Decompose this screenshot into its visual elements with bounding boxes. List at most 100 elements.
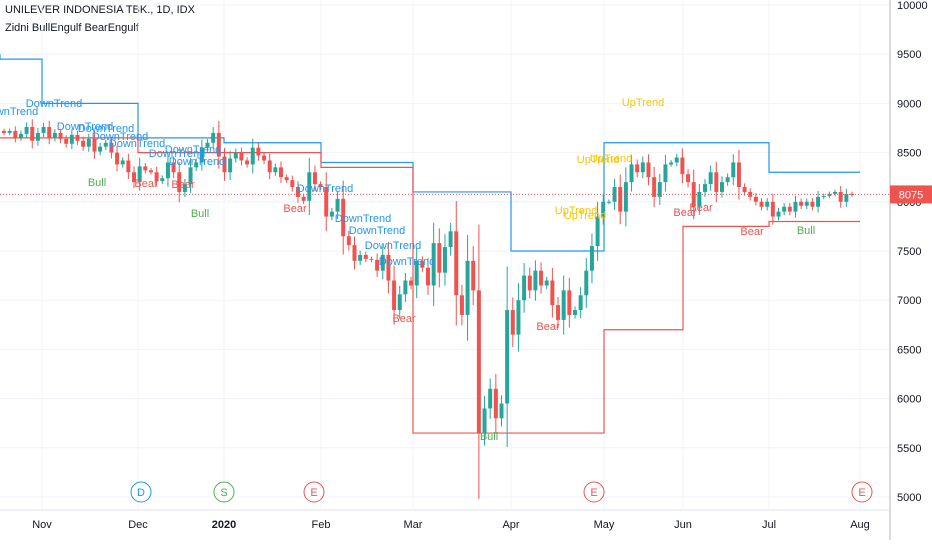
candle [239,147,244,166]
candle [132,166,137,189]
candle [409,276,414,290]
candle-body [341,198,346,237]
annotation-bear-label: Bear [134,178,158,190]
candle [216,120,221,169]
annotation-uptrend-label: UpTrend [577,154,619,166]
candle [669,160,674,167]
event-marker-circle [213,481,235,503]
candle-body [420,260,425,268]
candle-body [505,310,510,404]
candle-body [24,127,29,134]
candle-body [182,184,187,192]
y-tick-label: 9500 [897,49,921,61]
candle-body [646,162,651,178]
candle [550,267,555,318]
candle-body [171,162,176,173]
annotation-downtrend-label: DownTrend [165,144,221,156]
candle-body [816,196,821,207]
candle-body [2,130,6,133]
annotation-bear-label: Bear [689,202,713,214]
candle [290,175,295,192]
annotation-uptrend-label: UpTrend [622,97,664,109]
y-tick-label: 7000 [897,295,921,307]
candle [725,173,730,186]
candle [86,133,91,152]
x-tick-label: Nov [32,519,52,531]
candle-body [279,167,284,178]
candle-body [827,193,832,196]
candle [431,222,436,306]
candle-body [120,160,125,165]
candle [437,228,442,288]
candle [30,119,35,149]
candle [799,198,804,209]
candle-body [471,260,476,291]
candle [827,191,832,199]
candle-body [290,180,295,188]
annotation-downtrend-label: DownTrend [109,138,165,150]
annotation-downtrend-label: DownTrend [349,225,405,237]
candle-body [397,294,402,311]
candle [171,156,176,179]
candle-body [346,236,351,246]
candle-body [318,184,323,188]
candle-body [132,172,137,183]
candle-body [589,246,594,271]
candle [58,128,63,143]
candle-body [567,290,572,315]
candle [804,198,809,209]
candle [262,151,267,165]
annotation-downtrend-label: DownTrend [335,213,391,225]
annotation-bear-label: Bear [171,179,195,191]
candle-body [205,142,210,148]
event-marker: D [130,481,152,503]
y-tick-label: 6000 [897,394,921,406]
event-marker-letter: E [858,487,865,499]
candle-body [680,157,685,175]
candle-body [380,254,385,271]
candle [544,276,549,290]
x-tick-label: 2020 [212,519,236,531]
candle [448,222,453,256]
candle [109,136,114,159]
candle-body [160,178,165,182]
candle-body [284,177,289,181]
candle [199,139,204,171]
candle [295,181,300,203]
candle [652,166,657,208]
candle-body [465,260,470,315]
annotation-downtrend-label: DownTrend [0,106,38,118]
candle [352,236,357,270]
candle [284,174,289,183]
candle-body [392,280,397,311]
event-marker-letter: D [137,487,145,499]
annotation-downtrend-label: DownTrend [92,131,148,143]
candle [69,129,74,150]
x-tick-label: May [594,519,615,531]
candle-body [273,167,278,173]
y-tick-label: 8500 [897,148,921,160]
candle [454,201,459,326]
candle [442,234,447,286]
candle [782,203,787,216]
candle-body [703,184,708,192]
event-marker: E [303,481,325,503]
candle-body [488,388,493,409]
candle-body [267,160,272,173]
candle-body [635,164,640,173]
candle [177,161,182,203]
candle-body [686,174,691,183]
candle [148,167,153,175]
candle-body [742,187,747,192]
candle [403,272,408,302]
candle-body [109,142,114,153]
candle-body [652,177,657,197]
annotation-bear-label: Bear [740,226,764,238]
candle-body [358,254,363,261]
candle-body [335,198,340,212]
candle-body [301,196,306,201]
annotation-bull-label: Bull [480,431,498,443]
candle-body [245,160,250,165]
candle-body [674,157,679,163]
